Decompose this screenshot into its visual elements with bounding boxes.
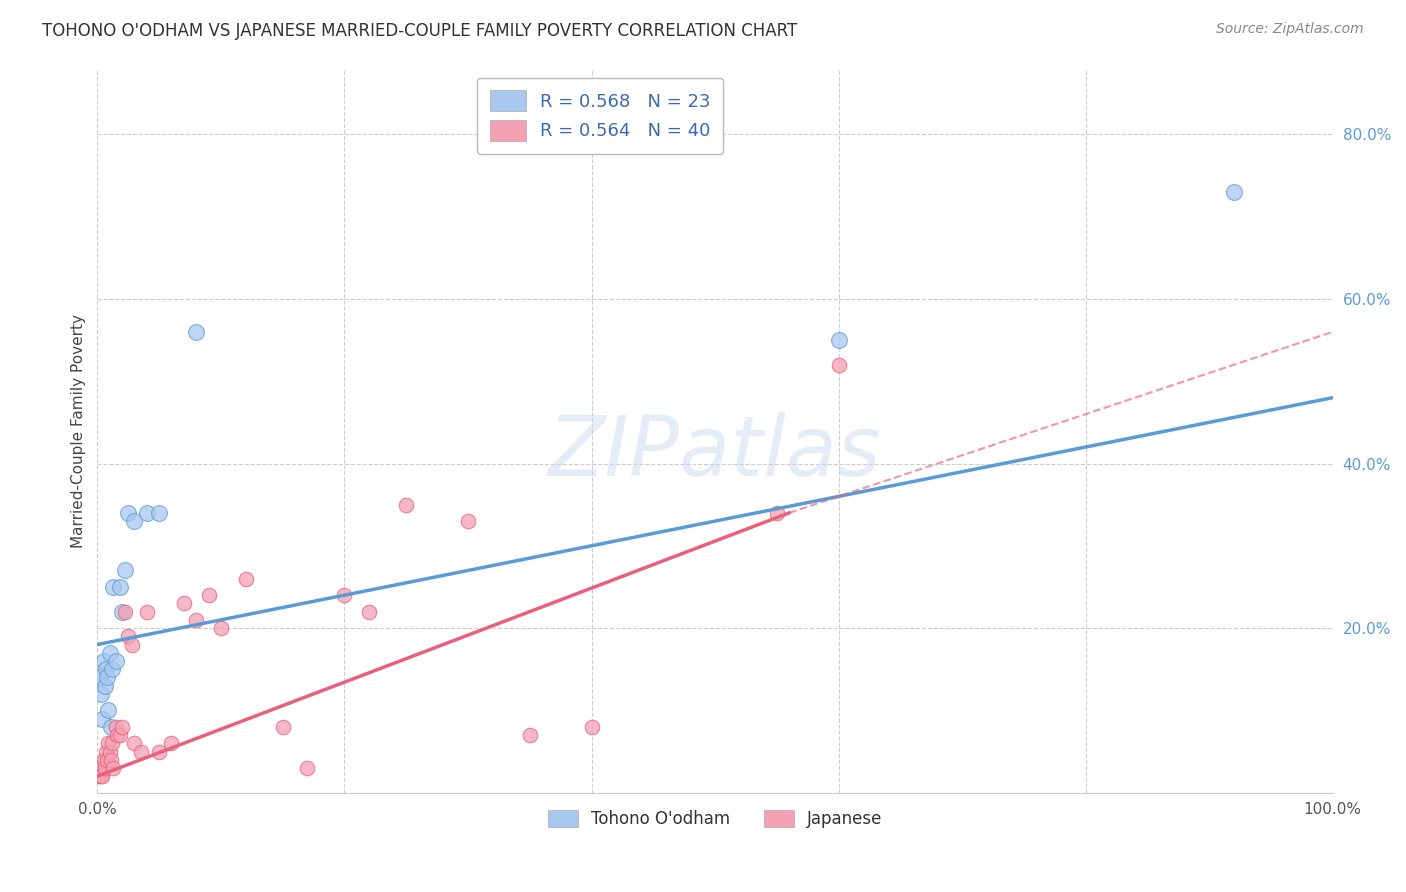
Point [90, 769, 112, 783]
Point [117, 629, 139, 643]
Point [103, 580, 125, 594]
Point [148, 745, 170, 759]
Point [87, 769, 110, 783]
Legend: Tohono O'odham, Japanese: Tohono O'odham, Japanese [541, 804, 889, 835]
Point [94, 662, 117, 676]
Point [271, 720, 294, 734]
Point [90, 687, 112, 701]
Point [89, 761, 111, 775]
Point [186, 325, 208, 339]
Point [96, 670, 118, 684]
Point [97, 703, 120, 717]
Point [148, 506, 170, 520]
Point [114, 605, 136, 619]
Point [105, 728, 128, 742]
Point [160, 736, 183, 750]
Point [124, 736, 146, 750]
Point [98, 646, 121, 660]
Point [101, 736, 124, 750]
Point [197, 588, 219, 602]
Point [827, 358, 849, 372]
Point [827, 333, 849, 347]
Point [519, 728, 541, 742]
Point [209, 621, 232, 635]
Point [91, 769, 114, 783]
Point [581, 720, 603, 734]
Point [100, 753, 122, 767]
Point [94, 761, 117, 775]
Point [766, 506, 789, 520]
Point [94, 745, 117, 759]
Point [101, 662, 124, 676]
Point [135, 605, 157, 619]
Point [173, 596, 195, 610]
Text: TOHONO O'ODHAM VS JAPANESE MARRIED-COUPLE FAMILY POVERTY CORRELATION CHART: TOHONO O'ODHAM VS JAPANESE MARRIED-COUPL… [42, 22, 797, 40]
Point [186, 613, 208, 627]
Point [104, 654, 127, 668]
Point [98, 745, 121, 759]
Point [108, 728, 131, 742]
Point [93, 753, 115, 767]
Point [457, 514, 479, 528]
Point [103, 761, 125, 775]
Point [114, 564, 136, 578]
Point [333, 588, 356, 602]
Point [297, 761, 319, 775]
Point [104, 720, 127, 734]
Point [94, 679, 117, 693]
Point [1223, 185, 1246, 199]
Point [124, 514, 146, 528]
Text: ZIPatlas: ZIPatlas [548, 412, 882, 492]
Point [129, 745, 152, 759]
Point [359, 605, 381, 619]
Point [108, 580, 131, 594]
Point [93, 654, 115, 668]
Point [111, 605, 134, 619]
Point [100, 720, 122, 734]
Text: Source: ZipAtlas.com: Source: ZipAtlas.com [1216, 22, 1364, 37]
Point [117, 506, 139, 520]
Point [97, 736, 120, 750]
Point [235, 572, 257, 586]
Point [89, 670, 111, 684]
Point [121, 638, 143, 652]
Point [135, 506, 157, 520]
Y-axis label: Married-Couple Family Poverty: Married-Couple Family Poverty [72, 314, 86, 548]
Point [395, 498, 418, 512]
Point [91, 712, 114, 726]
Point [96, 753, 118, 767]
Point [111, 720, 134, 734]
